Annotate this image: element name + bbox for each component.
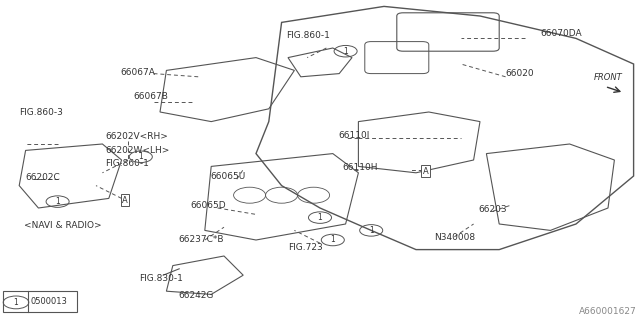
Text: 66242G: 66242G xyxy=(178,292,213,300)
Text: 66020: 66020 xyxy=(506,69,534,78)
Text: 1: 1 xyxy=(13,298,19,307)
Text: 1: 1 xyxy=(317,213,323,222)
Text: FIG.723: FIG.723 xyxy=(289,244,323,252)
Text: 0500013: 0500013 xyxy=(30,297,67,306)
Text: A: A xyxy=(423,167,428,176)
Text: N340008: N340008 xyxy=(434,233,475,242)
Text: 66202C: 66202C xyxy=(26,173,60,182)
Text: 66202V<RH>: 66202V<RH> xyxy=(106,132,168,140)
Text: FIG.860-1: FIG.860-1 xyxy=(106,159,150,168)
Text: FIG.830-1: FIG.830-1 xyxy=(140,274,184,283)
Text: A: A xyxy=(122,196,127,204)
Text: 1: 1 xyxy=(343,47,348,56)
Text: 66203: 66203 xyxy=(479,205,508,214)
Text: 66065U: 66065U xyxy=(210,172,245,181)
Text: FRONT: FRONT xyxy=(594,73,623,82)
Text: 1: 1 xyxy=(55,197,60,206)
Text: 1: 1 xyxy=(369,226,374,235)
Text: 1: 1 xyxy=(138,152,143,161)
Text: 66065D: 66065D xyxy=(191,201,227,210)
Text: 1: 1 xyxy=(330,236,335,244)
Text: 66237C*B: 66237C*B xyxy=(178,235,223,244)
Text: <NAVI & RADIO>: <NAVI & RADIO> xyxy=(24,221,102,230)
Text: A660001627: A660001627 xyxy=(579,308,637,316)
Text: 66202W<LH>: 66202W<LH> xyxy=(106,146,170,155)
Text: 66110H: 66110H xyxy=(342,163,378,172)
Text: 66110I: 66110I xyxy=(338,131,369,140)
Text: FIG.860-1: FIG.860-1 xyxy=(287,31,330,40)
Text: FIG.860-3: FIG.860-3 xyxy=(19,108,63,116)
Text: 66067A: 66067A xyxy=(120,68,155,76)
Text: 66070DA: 66070DA xyxy=(541,29,582,38)
Text: 66067B: 66067B xyxy=(133,92,168,100)
